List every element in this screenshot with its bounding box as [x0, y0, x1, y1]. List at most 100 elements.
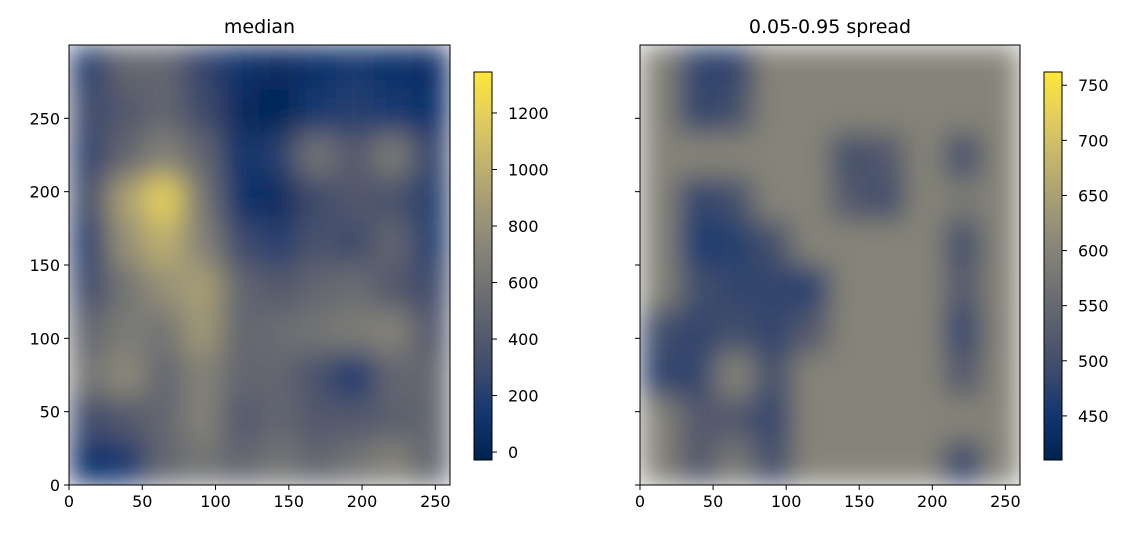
heatmap-cell: [107, 177, 146, 222]
heatmap-cell: [373, 397, 413, 442]
y-tick-label: 200: [29, 183, 60, 202]
y-tick-label: 50: [40, 403, 60, 422]
heatmap-cell: [411, 309, 450, 354]
heatmap-cell: [792, 441, 831, 485]
heatmap-cell: [716, 265, 755, 310]
heatmap-cell: [373, 133, 413, 178]
heatmap-cell: [678, 265, 717, 310]
colorbar-tick-label: 550: [1078, 297, 1109, 316]
heatmap-cell: [640, 45, 679, 90]
heatmap-cell: [716, 221, 755, 266]
heatmap-cell: [335, 397, 375, 442]
colorbar-tick-label: 1200: [508, 104, 549, 123]
heatmap-cell: [944, 177, 983, 222]
heatmap-cell: [335, 45, 375, 90]
heatmap-cell: [183, 133, 222, 178]
heatmap-cell: [716, 45, 755, 90]
heatmap-cell: [830, 309, 869, 354]
heatmap-cell: [335, 309, 375, 354]
heatmap-cell: [221, 133, 260, 178]
heatmap-cell: [411, 45, 450, 90]
heatmap-cell: [830, 177, 869, 222]
heatmap-cell: [145, 133, 184, 178]
heatmap-cell: [183, 89, 222, 134]
heatmap-cell: [107, 89, 146, 134]
heatmap-cell: [906, 221, 945, 266]
heatmap-cell: [297, 45, 337, 90]
heatmap-cell: [906, 133, 945, 178]
panel: median 0 50 100 150 200 250 0 50 100 150 200 250 0 200…: [29, 16, 548, 511]
y-tick-label: 100: [29, 329, 60, 348]
heatmap-cell: [221, 441, 260, 485]
heatmap-cells: [69, 45, 450, 485]
heatmap-cell: [640, 441, 679, 485]
heatmap-cell: [640, 397, 679, 442]
heatmap-cell: [678, 353, 717, 398]
colorbar-tick-label: 400: [508, 330, 539, 349]
colorbar-tick-label: 750: [1078, 76, 1109, 95]
heatmap-cell: [906, 89, 945, 134]
heatmap-cell: [678, 133, 717, 178]
heatmap-cell: [259, 89, 299, 134]
heatmap-cell: [792, 221, 831, 266]
colorbar-tick-label: 800: [508, 217, 539, 236]
heatmap-cell: [373, 309, 413, 354]
heatmap-cell: [107, 265, 146, 310]
heatmap-cell: [373, 441, 413, 485]
heatmap-cell: [868, 265, 907, 310]
heatmap-cell: [716, 309, 755, 354]
heatmap-cell: [678, 397, 717, 442]
heatmap-cell: [259, 309, 299, 354]
heatmap-cell: [792, 177, 831, 222]
heatmap-cell: [183, 397, 222, 442]
heatmap-cell: [107, 221, 146, 266]
heatmap-cell: [335, 221, 375, 266]
heatmap-cell: [145, 177, 184, 222]
heatmap-cell: [335, 265, 375, 310]
heatmap-cell: [183, 265, 222, 310]
heatmap-cell: [335, 133, 375, 178]
heatmap-cell: [678, 309, 717, 354]
heatmap-cell: [982, 177, 1020, 222]
heatmap-cell: [221, 177, 260, 222]
heatmap-cell: [107, 309, 146, 354]
heatmap-cell: [906, 441, 945, 485]
heatmap-cell: [259, 45, 299, 90]
heatmap-cell: [259, 397, 299, 442]
heatmap-cell: [792, 353, 831, 398]
heatmap-cell: [754, 177, 793, 222]
heatmap-cell: [868, 441, 907, 485]
colorbar-tick-label: 600: [1078, 242, 1109, 261]
heatmap-cell: [678, 221, 717, 266]
heatmap-cell: [754, 353, 793, 398]
heatmap-cell: [716, 133, 755, 178]
heatmap-cell: [221, 309, 260, 354]
heatmap-cell: [830, 45, 869, 90]
heatmap-cell: [640, 309, 679, 354]
heatmap-cell: [335, 177, 375, 222]
heatmap-cell: [373, 353, 413, 398]
x-tick-label: 250: [990, 492, 1021, 511]
heatmap-cell: [868, 45, 907, 90]
heatmap-cell: [373, 45, 413, 90]
heatmap-cell: [411, 133, 450, 178]
heatmap-cell: [906, 177, 945, 222]
heatmap-cell: [868, 397, 907, 442]
x-tick-label: 0: [635, 492, 645, 511]
heatmap: [640, 45, 1020, 485]
heatmap-cell: [411, 353, 450, 398]
heatmap-cell: [221, 45, 260, 90]
x-tick-label: 150: [844, 492, 875, 511]
heatmap-cell: [259, 177, 299, 222]
heatmap-cell: [792, 397, 831, 442]
colorbar: [1043, 71, 1063, 461]
heatmap-cell: [259, 441, 299, 485]
heatmap-cell: [830, 265, 869, 310]
title: median: [224, 16, 295, 38]
heatmap-cell: [906, 309, 945, 354]
heatmap-cell: [982, 309, 1020, 354]
heatmap-cell: [221, 353, 260, 398]
heatmap-cell: [754, 133, 793, 178]
heatmap-cell: [145, 441, 184, 485]
heatmap-cell: [640, 353, 679, 398]
